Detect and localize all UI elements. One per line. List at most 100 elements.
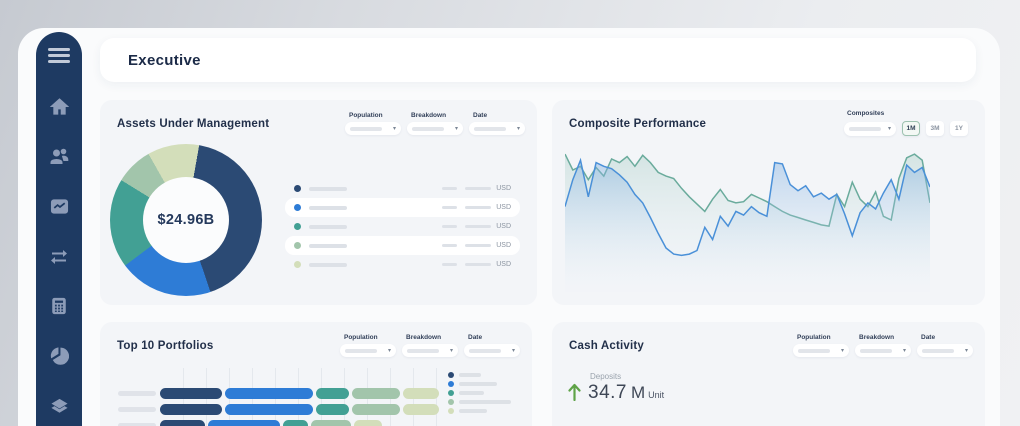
filter-select-breakdown[interactable]: ▾: [855, 344, 911, 357]
bar-segment[interactable]: [283, 420, 308, 426]
sidebar-item-clients[interactable]: [49, 146, 69, 166]
legend-dot: [448, 408, 454, 414]
sidebar-item-transactions[interactable]: [49, 246, 69, 266]
aum-filters: Population ▾ Breakdown ▾ Date ▾: [345, 108, 525, 135]
filter-select-breakdown[interactable]: ▾: [407, 122, 463, 135]
filter-label: Breakdown: [411, 112, 447, 119]
filter-date: Date ▾: [469, 108, 525, 135]
range-button-group: 1M 3M 1Y: [902, 121, 968, 136]
top10-stacked-bar-chart[interactable]: [100, 322, 532, 426]
bar-segment[interactable]: [403, 404, 439, 415]
bar-segment[interactable]: [225, 404, 313, 415]
bar-segment[interactable]: [160, 388, 222, 399]
select-placeholder: [849, 126, 881, 131]
sidebar-item-allocation[interactable]: [49, 346, 69, 366]
portfolio-label-placeholder: [118, 423, 156, 426]
filter-breakdown: Breakdown ▾: [855, 330, 911, 357]
legend-currency: USD: [496, 223, 511, 230]
legend-value-placeholder: [442, 244, 458, 247]
select-placeholder: [474, 126, 506, 131]
menu-icon: [48, 48, 70, 51]
filter-label: Breakdown: [859, 334, 895, 341]
filter-select-population[interactable]: ▾: [345, 122, 401, 135]
filter-label: Breakdown: [406, 334, 442, 341]
aum-legend-row[interactable]: USD: [285, 217, 520, 236]
bar-segment[interactable]: [352, 388, 400, 399]
aum-legend-row[interactable]: USD: [285, 179, 520, 198]
filter-date: Date ▾: [464, 330, 520, 357]
card-assets-under-management: Assets Under Management Population ▾ Break…: [100, 100, 537, 305]
filter-label: Date: [921, 334, 936, 341]
aum-legend-row[interactable]: USD: [285, 236, 520, 255]
sidebar-item-holdings[interactable]: [49, 396, 69, 416]
select-placeholder: [412, 126, 444, 131]
chevron-down-icon: ▾: [454, 125, 458, 132]
legend-dot: [448, 390, 454, 396]
filter-select-population[interactable]: ▾: [340, 344, 396, 357]
legend-name-placeholder: [459, 382, 497, 386]
chevron-down-icon: ▾: [387, 347, 391, 354]
sidebar-item-home[interactable]: [49, 96, 69, 116]
bar-segment[interactable]: [316, 404, 349, 415]
aum-donut-hole: $24.96B: [143, 177, 229, 263]
bar-segment[interactable]: [316, 388, 349, 399]
pie-chart-icon: [50, 346, 69, 365]
bar-segment[interactable]: [225, 388, 313, 399]
clients-icon: [50, 148, 69, 164]
cash-card-title: Cash Activity: [569, 340, 645, 352]
deposits-unit: Unit: [648, 390, 665, 400]
aum-card-title: Assets Under Management: [117, 118, 270, 130]
legend-value-placeholder: [442, 263, 458, 266]
select-placeholder: [469, 348, 501, 353]
filter-select-breakdown[interactable]: ▾: [402, 344, 458, 357]
bar-segment[interactable]: [403, 388, 439, 399]
top10-card-title: Top 10 Portfolios: [117, 340, 214, 352]
deposits-label: Deposits: [590, 372, 622, 381]
range-button-3m[interactable]: 3M: [926, 121, 944, 136]
bar-segment[interactable]: [160, 420, 205, 426]
legend-currency: USD: [496, 261, 511, 268]
range-button-1m[interactable]: 1M: [902, 121, 920, 136]
filter-select-date[interactable]: ▾: [917, 344, 973, 357]
select-placeholder: [922, 348, 954, 353]
filter-label: Population: [344, 334, 378, 341]
filter-label: Population: [349, 112, 383, 119]
sidebar-item-calculator[interactable]: [49, 296, 69, 316]
aum-legend-row[interactable]: USD: [285, 198, 520, 217]
bar-segment[interactable]: [208, 420, 280, 426]
legend-value-placeholder: [465, 187, 492, 190]
bar-segment[interactable]: [352, 404, 400, 415]
filter-select-date[interactable]: ▾: [464, 344, 520, 357]
bar-segment[interactable]: [160, 404, 222, 415]
chevron-down-icon: ▾: [840, 347, 844, 354]
legend-currency: USD: [496, 242, 511, 249]
legend-value-placeholder: [442, 225, 458, 228]
aum-legend-row[interactable]: USD: [285, 255, 520, 274]
composite-performance-chart[interactable]: [565, 142, 930, 292]
composites-select[interactable]: ▾: [844, 121, 896, 136]
bar-segment[interactable]: [311, 420, 351, 426]
composite-blue-area: [565, 160, 930, 292]
filter-select-date[interactable]: ▾: [469, 122, 525, 135]
sidebar-item-performance[interactable]: [49, 196, 69, 216]
card-top-10-portfolios: Top 10 Portfolios Population ▾ Breakdown ▾ D…: [100, 322, 532, 426]
menu-button[interactable]: [48, 48, 70, 66]
legend-name-placeholder: [459, 409, 487, 413]
page-title: Executive: [128, 51, 201, 69]
filter-select-population[interactable]: ▾: [793, 344, 849, 357]
select-placeholder: [798, 348, 830, 353]
filter-population: Population ▾: [793, 330, 849, 357]
bar-segment[interactable]: [354, 420, 382, 426]
legend-name-placeholder: [459, 391, 484, 395]
chevron-down-icon: ▾: [887, 125, 891, 132]
range-button-1y[interactable]: 1Y: [950, 121, 968, 136]
legend-dot: [448, 372, 454, 378]
legend-dot: [294, 223, 301, 230]
sidebar-nav: [36, 32, 82, 426]
select-placeholder: [345, 348, 377, 353]
aum-donut-chart[interactable]: $24.96B: [110, 144, 262, 296]
select-placeholder: [860, 348, 892, 353]
card-cash-activity: Cash Activity Population ▾ Breakdown ▾ Date ▾…: [552, 322, 985, 426]
filter-label: Date: [468, 334, 483, 341]
legend-dot: [294, 242, 301, 249]
